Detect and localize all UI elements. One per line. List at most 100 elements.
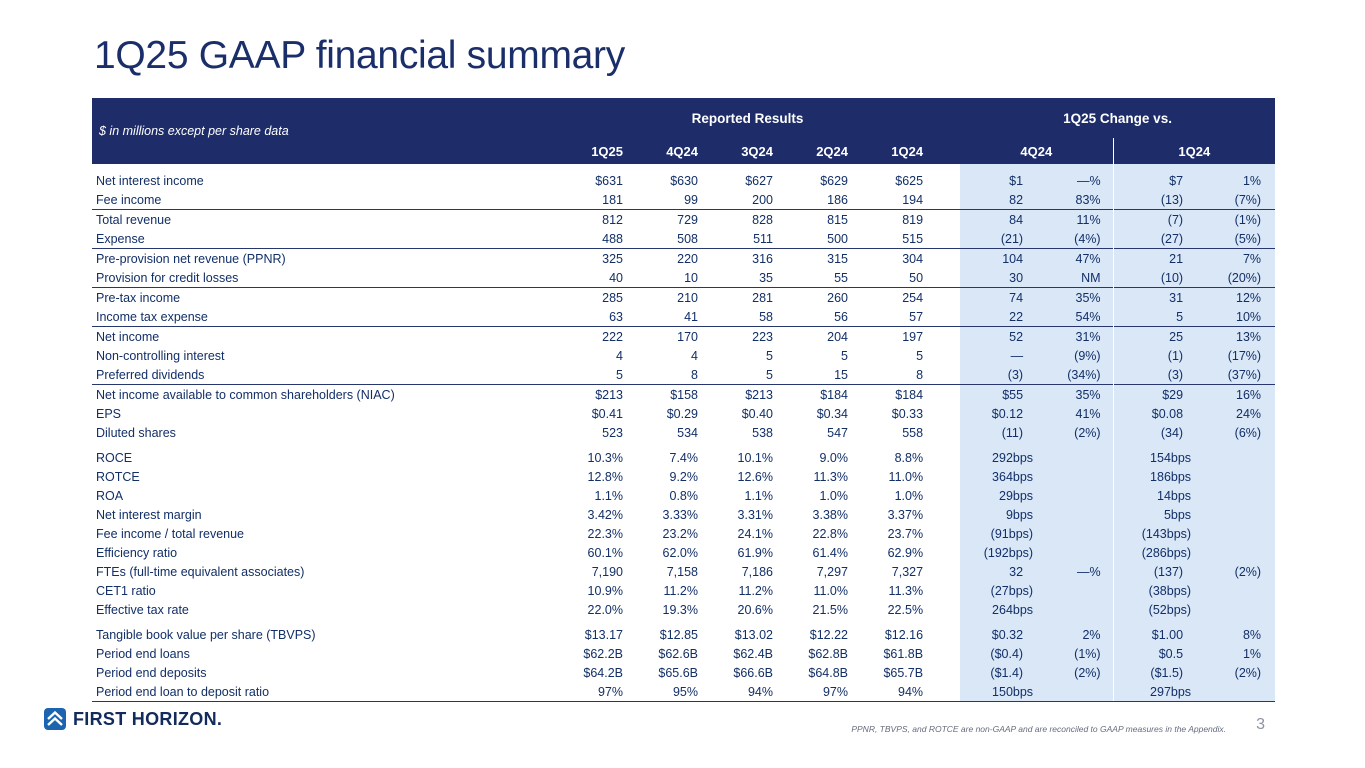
value-cell: 5 [841, 348, 848, 363]
change-1q24-pct-cell [1193, 442, 1276, 467]
change-4q24-value-cell: 82 [960, 190, 1036, 210]
page-title: 1Q25 GAAP financial summary [94, 34, 625, 77]
value-cell: 99 [684, 192, 698, 207]
spacer-cell [935, 326, 961, 346]
table-row: Period end loan to deposit ratio 97% 95% 94… [92, 682, 1276, 702]
value-cell: 285 [560, 287, 635, 307]
table-row: Income tax expense 63 41 58 56 57 22 54% 5 10% [92, 307, 1276, 327]
row-label: CET1 ratio [96, 583, 156, 598]
value-cell: 62.9% [887, 545, 924, 560]
table-row: Expense 488 508 511 500 515 (21) (4%) (27) (5%) [92, 229, 1276, 249]
value-cell: 488 [602, 231, 623, 246]
value-cell: $631 [595, 173, 623, 188]
row-label: Fee income / total revenue [96, 526, 244, 541]
change-1q24-value-cell: 5bps [1112, 505, 1194, 524]
change-1q24-value-cell: (3) [1112, 365, 1194, 385]
change-1q24-pct-cell: (2%) [1193, 562, 1276, 581]
change-1q24-value-cell: $7 [1112, 164, 1194, 190]
change-1q24-pct-cell: (2%) [1193, 663, 1276, 682]
change-4q24-value-cell: 104 [960, 248, 1036, 268]
value-cell: 94% [710, 682, 785, 702]
table-row: Efficiency ratio 60.1% 62.0% 61.9% 61.4% 62.9… [92, 543, 1276, 562]
value-cell: $62.8B [808, 646, 848, 661]
table-row: Fee income 181 99 200 186 194 82 83% (13) (7%) [92, 190, 1276, 210]
value-cell: 197 [860, 326, 936, 346]
value-cell: 94% [860, 682, 936, 702]
change-4q24-value-cell: — [960, 346, 1036, 365]
value-cell: 534 [677, 425, 698, 440]
change-1q24-value-cell: (27) [1112, 229, 1194, 249]
value-cell: 200 [752, 192, 773, 207]
spacer-cell [935, 562, 960, 581]
change-4q24-value-cell: (91bps) [960, 524, 1036, 543]
value-cell: 1.1% [594, 488, 624, 503]
value-cell: 222 [560, 326, 635, 346]
value-cell: 828 [710, 209, 785, 229]
value-cell: 181 [602, 192, 623, 207]
value-cell: 4 [691, 348, 698, 363]
value-cell: $12.85 [659, 627, 698, 642]
change-4q24-pct-cell [1035, 581, 1114, 600]
change-4q24-value-cell: 9bps [960, 505, 1036, 524]
value-cell: 7,327 [891, 564, 924, 579]
value-cell: $62.6B [658, 646, 698, 661]
value-cell: 5 [616, 367, 623, 382]
row-label: Preferred dividends [96, 367, 205, 382]
col-header-3q24: 3Q24 [710, 138, 785, 164]
change-1q24-pct-cell [1193, 524, 1276, 543]
value-cell: 11.3% [813, 469, 848, 484]
value-cell: 547 [827, 425, 848, 440]
value-cell: 10.1% [737, 450, 773, 465]
table-row: Total revenue 812 729 828 815 819 84 11% (7) (1%) [92, 209, 1276, 229]
change-1q24-pct-cell [1193, 505, 1276, 524]
change-1q24-pct-cell: 13% [1193, 326, 1276, 346]
table-row: Tangible book value per share (TBVPS) $13… [92, 619, 1276, 644]
header-spacer [935, 98, 961, 164]
table-row: ROTCE 12.8% 9.2% 12.6% 11.3% 11.0% 364bps 186bp… [92, 467, 1276, 486]
change-4q24-pct-cell: 54% [1035, 307, 1114, 327]
value-cell: $0.34 [816, 406, 848, 421]
value-cell: $213 [560, 384, 635, 404]
change-1q24-pct-cell: 16% [1193, 384, 1276, 404]
reported-results-header: Reported Results [560, 98, 936, 138]
value-cell: 3.42% [587, 507, 623, 522]
row-label: Total revenue [92, 209, 560, 229]
value-cell: 5 [766, 348, 773, 363]
value-cell: 63 [609, 309, 623, 324]
spacer-cell [935, 384, 961, 404]
value-cell: $0.29 [666, 406, 698, 421]
change-4q24-value-cell: $0.32 [960, 619, 1036, 644]
value-cell: 58 [759, 309, 773, 324]
change-1q24-pct-cell: (20%) [1193, 268, 1276, 288]
value-cell: 22.8% [812, 526, 848, 541]
change-1q24-value-cell: 297bps [1112, 682, 1194, 702]
value-cell: 170 [635, 326, 710, 346]
spacer-cell [935, 486, 960, 505]
value-cell: $184 [860, 384, 936, 404]
table-row: Effective tax rate 22.0% 19.3% 20.6% 21.5% 22… [92, 600, 1276, 619]
value-cell: 22.3% [587, 526, 623, 541]
table-row: Period end deposits $64.2B $65.6B $66.6B $64… [92, 663, 1276, 682]
change-4q24-pct-cell [1035, 543, 1114, 562]
value-cell: 7,297 [816, 564, 848, 579]
value-cell: 57 [909, 309, 924, 324]
table-row: Preferred dividends 5 8 5 15 8 (3) (34%) (3) (37%… [92, 365, 1276, 385]
change-1q24-value-cell: (52bps) [1112, 600, 1194, 619]
value-cell: $629 [820, 173, 848, 188]
change-1q24-value-cell: (286bps) [1112, 543, 1194, 562]
change-1q24-value-cell: (137) [1112, 562, 1194, 581]
row-label: Efficiency ratio [96, 545, 178, 560]
change-4q24-value-cell: 22 [960, 307, 1036, 327]
change-4q24-value-cell: $1 [960, 164, 1036, 190]
change-1q24-value-cell: (143bps) [1112, 524, 1194, 543]
value-cell: 7,186 [741, 564, 773, 579]
value-cell: 260 [785, 287, 860, 307]
footnote: PPNR, TBVPS, and ROTCE are non-GAAP and … [851, 724, 1226, 734]
change-4q24-pct-cell: 83% [1035, 190, 1114, 210]
change-4q24-value-cell: 84 [960, 209, 1036, 229]
value-cell: 325 [560, 248, 635, 268]
change-4q24-pct-cell: 35% [1035, 287, 1114, 307]
value-cell: 5 [916, 348, 924, 363]
change-1q24-value-cell: 14bps [1112, 486, 1194, 505]
